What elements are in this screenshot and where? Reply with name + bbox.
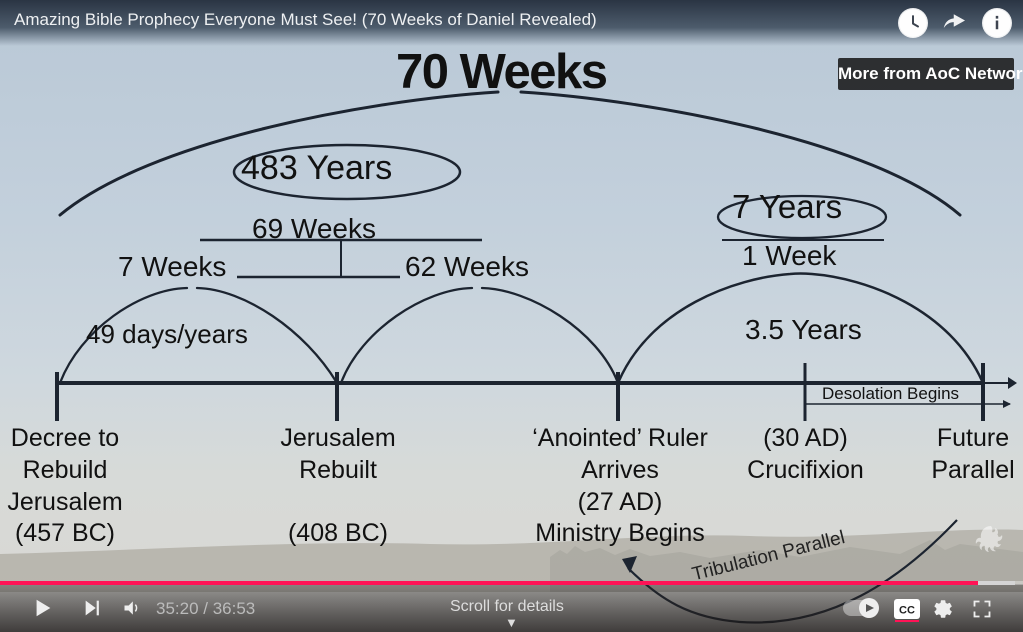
svg-text:CC: CC [899,605,915,617]
